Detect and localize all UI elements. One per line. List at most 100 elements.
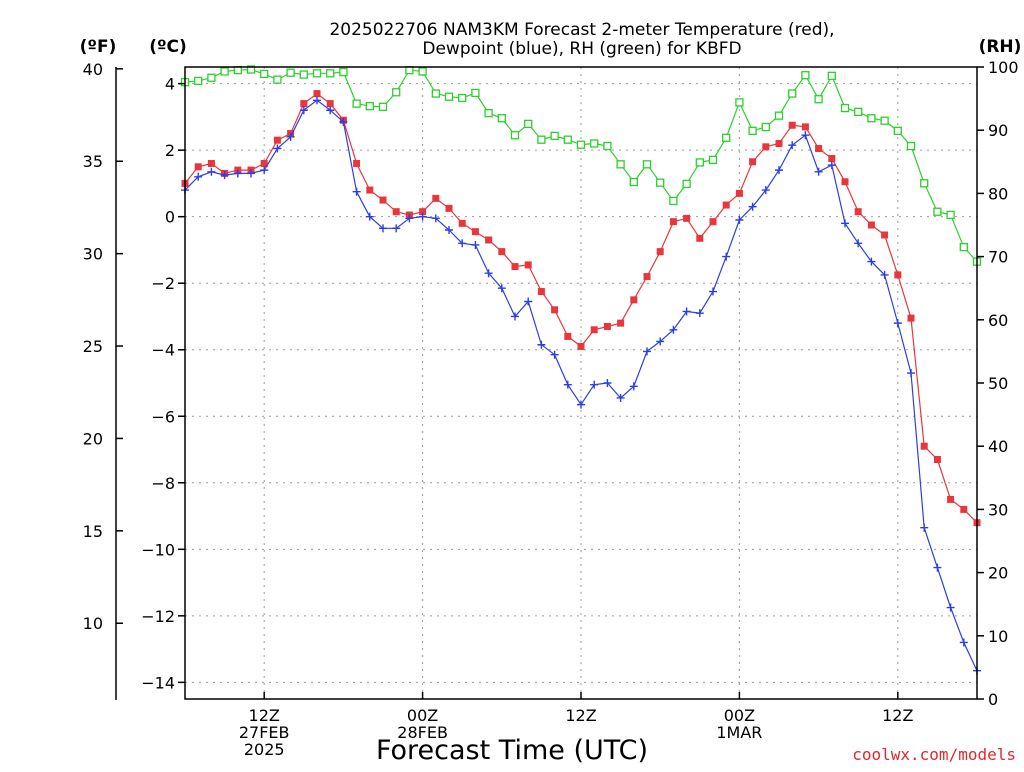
dewpoint-point [748, 202, 757, 211]
dewpoint-point [946, 603, 955, 612]
rh-point [563, 135, 572, 144]
rh-point [642, 160, 652, 169]
rh-point [603, 141, 612, 151]
rh-point [365, 102, 374, 111]
x-tick-label: 12Z [565, 706, 596, 725]
rh-point [471, 88, 480, 98]
temperature-point [709, 218, 717, 226]
temperature-point [194, 163, 202, 171]
dewpoint-point [379, 224, 387, 233]
temperature-point [419, 208, 427, 216]
fahrenheit-tick-label: 10 [83, 614, 103, 633]
temperature-point [617, 319, 625, 327]
dewpoint-point [352, 187, 361, 196]
temperature-point [392, 208, 400, 216]
celsius-tick-label: −2 [151, 274, 175, 293]
temperature-point [511, 263, 519, 271]
rh-tick-label: 30 [988, 500, 1008, 519]
rh-point [735, 98, 744, 107]
temperature-point [630, 296, 638, 304]
temperature-point [854, 208, 862, 216]
dewpoint-point [537, 340, 546, 349]
dewpoint-point [497, 284, 506, 293]
dewpoint-point [194, 172, 203, 181]
dewpoint-point [458, 239, 467, 248]
temperature-point [471, 228, 479, 236]
dewpoint-point [445, 225, 453, 234]
rh-point [484, 108, 493, 118]
temperature-point [894, 271, 902, 279]
rh-point [260, 69, 269, 79]
x-tick-label: 00Z [407, 706, 438, 725]
dewpoint-point [299, 106, 308, 115]
fahrenheit-tick-label: 30 [83, 245, 103, 264]
temperature-point [260, 159, 268, 167]
rh-point [920, 179, 929, 188]
dewpoint-point [722, 252, 731, 261]
rh-point [722, 133, 731, 142]
rh-point [286, 68, 295, 77]
temperature-point [960, 505, 968, 513]
rh-point [959, 242, 968, 252]
chart-title-line-1: 2025022706 NAM3KM Forecast 2-meter Tempe… [329, 20, 834, 40]
rh-tick-label: 0 [988, 690, 998, 709]
dewpoint-point [629, 382, 638, 391]
celsius-tick-label: −10 [141, 540, 175, 559]
dewpoint-point [682, 307, 691, 316]
rh-point [220, 67, 229, 76]
rh-point [867, 114, 876, 123]
rh-point [273, 75, 282, 84]
rh-point [748, 126, 757, 135]
rh-point [576, 140, 586, 149]
x-tick-label: 12Z [249, 706, 280, 725]
rh-point [629, 177, 638, 187]
temperature-point [432, 194, 440, 202]
dewpoint-point [233, 169, 242, 178]
temperature-point [590, 326, 598, 334]
chart-title: 2025022706 NAM3KM Forecast 2-meter Tempe… [329, 20, 834, 59]
rh-point [378, 102, 388, 111]
dewpoint-point [524, 297, 533, 306]
dewpoint-point [365, 212, 374, 221]
temperature-point [485, 236, 493, 244]
rh-point [326, 69, 335, 78]
rh-point [524, 119, 533, 129]
temperature-point [366, 186, 374, 194]
rh-point [801, 71, 810, 80]
rh-point [537, 135, 546, 144]
temperature-point [326, 100, 334, 108]
dewpoint-point [656, 337, 665, 346]
celsius-tick-label: 4 [165, 75, 175, 94]
temperature-point [788, 121, 796, 129]
rh-point [339, 67, 348, 77]
dewpoint-point [616, 393, 625, 402]
rh-point [590, 139, 599, 148]
dewpoint-point [471, 240, 480, 249]
rh-point [352, 99, 361, 108]
fahrenheit-unit-label: (ºF) [80, 37, 117, 57]
dewpoint-point [405, 214, 414, 223]
x-tick-label: 12Z [882, 706, 913, 725]
dewpoint-point [550, 350, 559, 359]
rh-tick-label: 60 [988, 311, 1008, 330]
x-tick-label: 27FEB [239, 723, 290, 742]
rh-point [616, 160, 625, 169]
rh-point [774, 111, 784, 120]
rh-point [906, 141, 916, 151]
dewpoint-point [286, 132, 295, 141]
rh-series [180, 65, 982, 266]
temperature-point [933, 456, 941, 464]
dewpoint-point [313, 96, 321, 105]
dewpoint-point [854, 239, 863, 248]
temperature-point [775, 140, 783, 148]
dewpoint-point [695, 309, 704, 318]
celsius-tick-label: −4 [151, 341, 175, 360]
rh-point [510, 131, 520, 140]
temperature-point [656, 248, 664, 256]
fahrenheit-axis: 40 35 30 25 20 15 10 [83, 60, 123, 633]
x-axis-title: Forecast Time (UTC) [376, 735, 648, 766]
rh-tick-label: 100 [988, 58, 1019, 77]
